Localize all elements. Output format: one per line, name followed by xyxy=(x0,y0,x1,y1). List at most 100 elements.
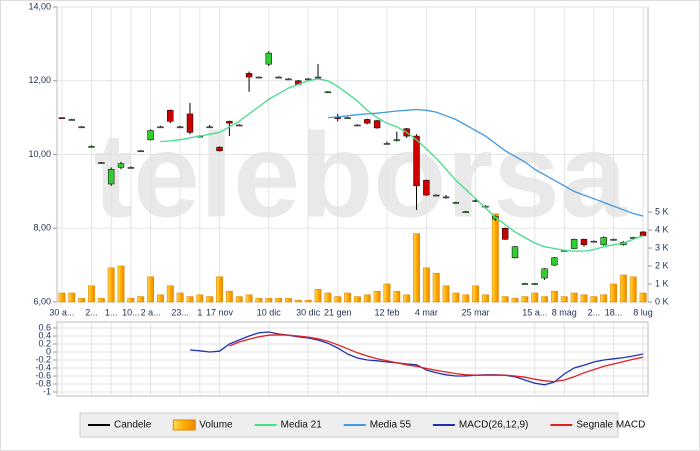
volume-bar xyxy=(373,290,381,303)
y-tick-label: -1 xyxy=(43,386,51,396)
candle-body xyxy=(433,194,440,197)
candle-body xyxy=(364,119,371,124)
x-tick-label: 21 gen xyxy=(324,307,352,317)
volume-bar xyxy=(550,290,558,303)
candle-body xyxy=(68,119,75,121)
candle-body xyxy=(265,52,272,65)
candle-body xyxy=(275,76,282,79)
x-tick-label: 10 dic xyxy=(257,307,282,317)
volume-bar xyxy=(403,294,411,303)
volume-bar xyxy=(294,299,302,303)
candle-body xyxy=(206,126,213,129)
candle-body xyxy=(413,135,420,187)
candle-body xyxy=(393,139,401,141)
candle-body xyxy=(88,146,95,148)
candle-body xyxy=(354,124,361,127)
volume-bar xyxy=(413,233,420,303)
candle-body xyxy=(245,73,253,78)
volume-bar xyxy=(521,296,529,303)
volume-bar xyxy=(393,290,401,303)
legend-label: Segnale MACD xyxy=(576,420,645,431)
candle-body xyxy=(117,163,125,168)
volume-bar xyxy=(97,298,105,303)
volume-bar xyxy=(344,292,352,303)
candle-body xyxy=(511,246,519,258)
volume-bar xyxy=(590,296,598,303)
volume-bar xyxy=(58,292,66,303)
y2-tick-label: 2 K xyxy=(655,260,669,270)
volume-bar xyxy=(531,292,539,303)
volume-bar xyxy=(452,292,460,303)
candle-body xyxy=(324,91,332,94)
volume-bar xyxy=(314,289,322,303)
y-tick-label: 14,00 xyxy=(28,1,51,11)
x-tick-label: 2... xyxy=(85,307,98,317)
volume-bar xyxy=(422,267,430,303)
volume-bar xyxy=(68,292,76,303)
x-tick-label: 15 a... xyxy=(522,307,547,317)
volume-bar xyxy=(570,292,578,303)
volume-bar xyxy=(216,276,223,303)
candle-body xyxy=(442,196,450,199)
y-tick-label: 10,00 xyxy=(28,149,51,159)
candle-body xyxy=(216,146,223,152)
macd-panel xyxy=(56,321,649,397)
candle-body xyxy=(600,237,607,246)
candle-body xyxy=(501,228,509,240)
volume-bar xyxy=(353,296,361,303)
candle-body xyxy=(551,257,558,266)
volume-bar xyxy=(245,294,253,303)
line-series xyxy=(327,108,644,217)
x-tick-label: 1 xyxy=(197,307,202,317)
legend-label: Media 55 xyxy=(370,420,412,431)
candle-body xyxy=(147,130,154,140)
line-series xyxy=(229,334,644,383)
y-tick-label: 8,00 xyxy=(33,223,51,233)
volume-bar xyxy=(560,296,568,303)
x-tick-label: 1... xyxy=(105,307,118,317)
candle-body xyxy=(423,180,430,196)
x-tick-label: 10... xyxy=(122,307,140,317)
volume-bar xyxy=(156,294,164,303)
candle-body xyxy=(285,78,292,81)
volume-bar xyxy=(334,296,342,303)
y-tick-label: 0.4 xyxy=(38,330,51,340)
x-tick-label: 2 a... xyxy=(141,307,161,317)
y-tick-label: 0.2 xyxy=(38,338,51,348)
volume-bar xyxy=(166,285,174,303)
volume-bar xyxy=(363,294,371,303)
x-tick-label: 12 feb xyxy=(374,307,399,317)
legend-label: Volume xyxy=(199,420,233,431)
legend-label: Candele xyxy=(114,420,152,431)
volume-bar xyxy=(491,213,499,303)
volume-bar xyxy=(225,290,233,303)
y-tick-label: 0.6 xyxy=(38,322,51,332)
volume-bar xyxy=(383,283,391,303)
candle-body xyxy=(78,126,85,129)
candle-body xyxy=(580,239,588,246)
x-tick-label: 2... xyxy=(588,307,601,317)
legend-label: MACD(26,12,9) xyxy=(459,420,528,431)
y-tick-label: -0.8 xyxy=(35,378,51,388)
candle-body xyxy=(98,162,105,164)
candle-body xyxy=(462,211,469,213)
volume-bar xyxy=(482,294,489,303)
candle-body xyxy=(157,126,164,129)
volume-bar xyxy=(107,267,115,303)
y-tick-label: -0.2 xyxy=(35,354,51,364)
volume-bar xyxy=(265,298,273,303)
x-tick-label: 4 mar xyxy=(415,307,438,317)
volume-bar xyxy=(472,285,480,303)
x-tick-label: 18... xyxy=(605,307,623,317)
x-tick-label: 30 a... xyxy=(49,307,74,317)
volume-bar xyxy=(442,285,450,303)
x-tick-label: 8 mag xyxy=(552,307,577,317)
line-series xyxy=(160,78,644,252)
volume-bar xyxy=(580,294,588,303)
candle-body xyxy=(186,113,194,133)
volume-bar xyxy=(137,296,145,303)
y2-tick-label: 5 K xyxy=(655,206,669,216)
candle-body xyxy=(521,283,529,285)
volume-bar xyxy=(275,298,283,303)
y-tick-label: 0 xyxy=(46,346,51,356)
